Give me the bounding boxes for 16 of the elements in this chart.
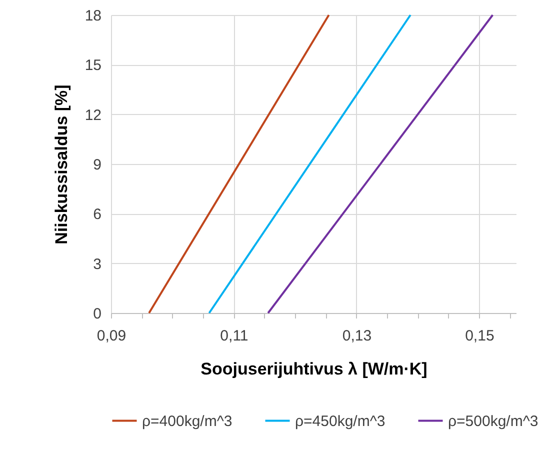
legend-label: ρ=500kg/m^3: [448, 412, 538, 430]
y-tick-label: 12: [84, 106, 102, 124]
y-tick-label: 9: [93, 156, 102, 174]
legend-label: ρ=400kg/m^3: [142, 412, 232, 430]
y-axis-title: Niiskussisaldus [%]: [52, 84, 71, 244]
y-tick-label: 0: [93, 306, 102, 322]
y-tick-label: 18: [84, 8, 102, 24]
x-tick-label: 0,09: [96, 328, 126, 344]
legend-label: ρ=450kg/m^3: [295, 412, 386, 430]
x-axis-title: Soojuserijuhtivus λ [W/m·K]: [200, 360, 428, 378]
x-tick-label: 0,15: [465, 328, 494, 344]
y-tick-label: 6: [93, 206, 102, 224]
y-tick-label: 15: [84, 57, 102, 74]
x-tick-label: 0,13: [342, 328, 372, 344]
y-tick-label: 3: [93, 256, 102, 273]
x-tick-label: 0,11: [220, 328, 248, 344]
